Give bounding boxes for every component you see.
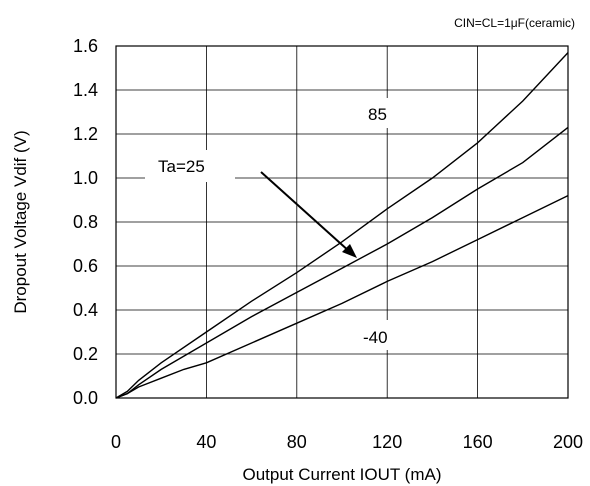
x-tick-label: 160 (463, 432, 493, 452)
label-ta25: Ta=25 (158, 157, 205, 176)
y-tick-label: 1.2 (73, 124, 98, 144)
series-line-2 (115, 194, 569, 399)
x-tick-label: 0 (111, 432, 121, 452)
grid (116, 46, 568, 398)
tick-labels: 0 40 80 120 160 200 0.0 0.2 0.4 0.6 0.8 1.0 1.2 1.4 1.… (73, 36, 583, 452)
y-tick-label: 1.0 (73, 168, 98, 188)
x-tick-label: 200 (553, 432, 583, 452)
annotation-arrow-head (342, 244, 357, 258)
series-line-0 (115, 52, 569, 399)
series-group (115, 52, 569, 399)
label-m40: -40 (363, 328, 388, 347)
x-axis-label: Output Current IOUT (mA) (242, 465, 441, 484)
label-85-bg (352, 98, 400, 128)
label-ta25-bg (145, 150, 235, 182)
y-tick-label: 0.8 (73, 212, 98, 232)
condition-note: CIN=CL=1μF(ceramic) (454, 16, 575, 30)
y-tick-label: 0.6 (73, 256, 98, 276)
y-tick-label: 1.4 (73, 80, 98, 100)
y-tick-label: 0.2 (73, 344, 98, 364)
x-tick-label: 40 (196, 432, 216, 452)
x-tick-label: 120 (372, 432, 402, 452)
x-tick-label: 80 (287, 432, 307, 452)
annotation-arrow-line (260, 171, 351, 253)
label-85: 85 (368, 105, 387, 124)
y-axis-label: Dropout Voltage Vdif (V) (11, 130, 30, 313)
plot-frame (115, 45, 569, 399)
y-tick-label: 0.0 (73, 388, 98, 408)
series-line-1 (115, 126, 569, 399)
label-m40-bg (350, 320, 434, 350)
y-tick-label: 1.6 (73, 36, 98, 56)
y-tick-label: 0.4 (73, 300, 98, 320)
